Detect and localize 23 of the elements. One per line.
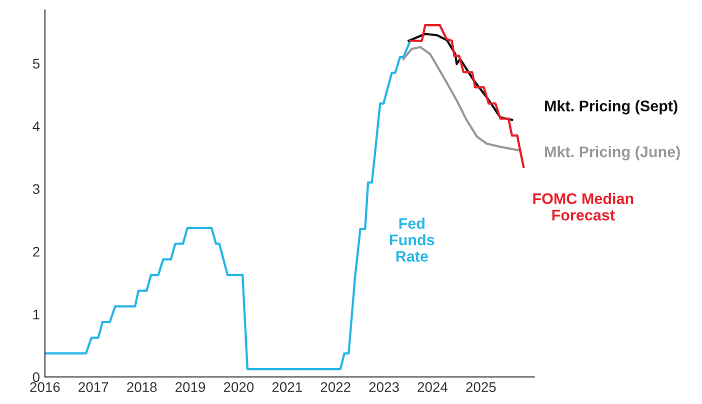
line-series (402, 46, 522, 152)
text: Mkt. Pricing (Sept) (545, 100, 678, 114)
series-label: Mkt. Pricing (June) (545, 146, 680, 160)
x-tick-label: 2019 (176, 382, 206, 392)
x-tick-label: 2017 (78, 382, 108, 392)
y-tick-label: 5 (32, 58, 40, 69)
y-tick-label: 1 (33, 310, 40, 320)
y-tick-label: 3 (32, 184, 40, 194)
y-tick-label: 4 (32, 122, 40, 132)
x-tick-label: 2016 (30, 382, 60, 392)
x-tick-label: 2024 (418, 382, 448, 392)
x-tick-label: 2020 (224, 382, 254, 392)
line-series (409, 24, 525, 168)
y-tick-label: 2 (33, 246, 40, 257)
x-tick-label: 2022 (320, 382, 350, 392)
x-tick-label: 2023 (369, 382, 399, 392)
series-label: FOMC Median Forecast (533, 192, 634, 221)
x-tick-label: 2025 (466, 382, 496, 392)
x-tick-label: 2021 (272, 382, 302, 392)
y-tick-label: 0 (32, 372, 40, 382)
line-series (408, 32, 514, 121)
series-label: Fed Funds Rate (390, 218, 434, 262)
x-tick-label: 2018 (127, 382, 157, 392)
